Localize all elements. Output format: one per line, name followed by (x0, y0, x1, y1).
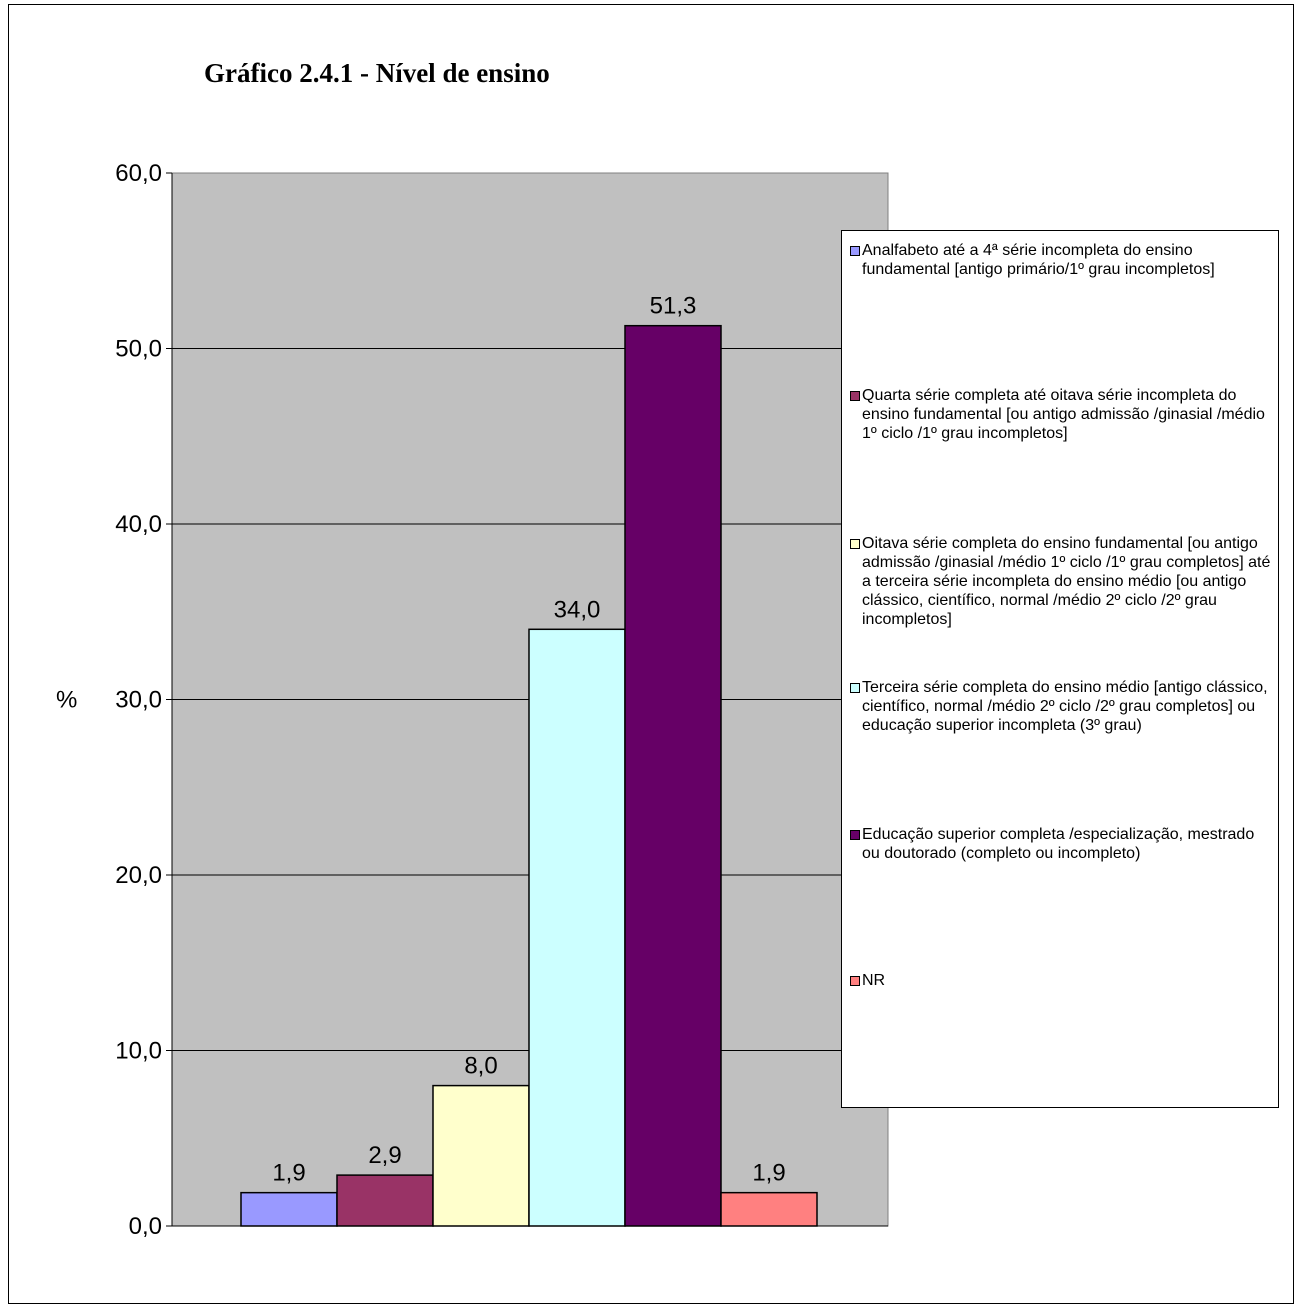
legend-label: Oitava série completa do ensino fundamen… (862, 535, 1271, 628)
y-tick-label: 60,0 (115, 160, 162, 187)
data-label: 1,9 (272, 1160, 305, 1187)
legend-item: Educação superior completa /especializaç… (850, 825, 1274, 863)
bar (528, 628, 626, 1227)
legend-swatch (850, 683, 860, 693)
y-tick-label: 50,0 (115, 336, 162, 363)
legend-label: Quarta série completa até oitava série i… (862, 387, 1265, 442)
y-tick-label: 40,0 (115, 511, 162, 538)
legend-swatch (850, 976, 860, 986)
y-tick-label: 30,0 (115, 687, 162, 714)
data-label: 34,0 (554, 596, 601, 623)
y-axis-label: % (56, 687, 77, 714)
bar-chart: 0,0 10,0 20,0 30,0 40,0 50,0 60,0% 1,9 2,9 8,0 34,… (56, 160, 889, 1240)
legend-label: NR (862, 972, 886, 989)
legend-item: Oitava série completa do ensino fundamen… (850, 534, 1274, 629)
legend-item: Terceira série completa do ensino médio … (850, 678, 1274, 735)
y-tick-label: 20,0 (115, 862, 162, 889)
data-label: 2,9 (368, 1142, 401, 1169)
legend-item: NR (850, 971, 1274, 990)
data-label: 1,9 (752, 1160, 785, 1187)
legend-swatch (850, 391, 860, 401)
bar (720, 1191, 818, 1227)
bar (432, 1084, 530, 1227)
legend-swatch (850, 539, 860, 549)
bar (240, 1191, 338, 1227)
legend: Analfabeto até a 4ª série incompleta do … (841, 230, 1279, 1108)
legend-swatch (850, 246, 860, 256)
legend-swatch (850, 830, 860, 840)
legend-label: Analfabeto até a 4ª série incompleta do … (862, 242, 1215, 278)
legend-item: Quarta série completa até oitava série i… (850, 386, 1274, 443)
data-label: 51,3 (650, 293, 697, 320)
y-tick-label: 10,0 (115, 1038, 162, 1065)
bar (336, 1174, 434, 1227)
data-label: 8,0 (464, 1053, 497, 1080)
bar (624, 324, 722, 1227)
legend-label: Educação superior completa /especializaç… (862, 826, 1255, 862)
legend-label: Terceira série completa do ensino médio … (862, 679, 1268, 734)
chart-title: Gráfico 2.4.1 - Nível de ensino (204, 58, 550, 88)
legend-item: Analfabeto até a 4ª série incompleta do … (850, 241, 1274, 279)
y-tick-label: 0,0 (129, 1213, 162, 1240)
